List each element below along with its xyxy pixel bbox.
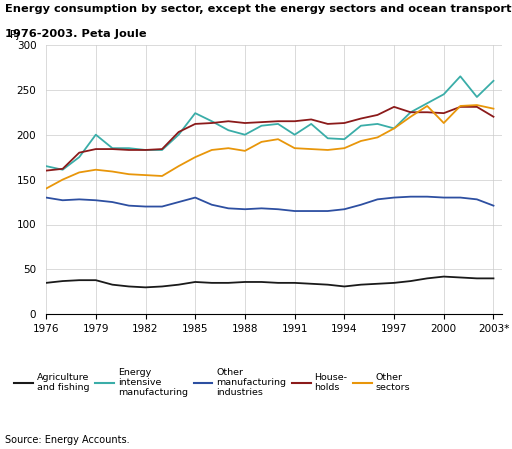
Text: Energy consumption by sector, except the energy sectors and ocean transport.: Energy consumption by sector, except the… <box>5 4 512 14</box>
Y-axis label: Pj: Pj <box>10 30 19 40</box>
Text: 1976-2003. Peta Joule: 1976-2003. Peta Joule <box>5 29 147 39</box>
Legend: Agriculture
and fishing, Energy
intensive
manufacturing, Other
manufacturing
ind: Agriculture and fishing, Energy intensiv… <box>14 368 411 397</box>
Text: Source: Energy Accounts.: Source: Energy Accounts. <box>5 435 130 445</box>
